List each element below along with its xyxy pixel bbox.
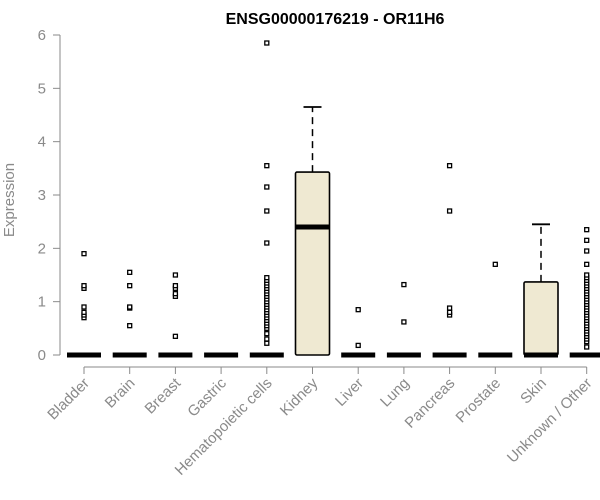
y-tick-label: 2 <box>38 240 46 257</box>
x-tick-label: Bladder <box>44 375 93 424</box>
box-kidney <box>294 106 331 356</box>
outlier-point <box>127 304 133 310</box>
outlier-point <box>264 163 270 169</box>
x-tick-label: Gastric <box>184 374 230 420</box>
outlier-point <box>264 208 270 214</box>
outlier-point <box>264 40 270 46</box>
outlier-point <box>264 340 270 346</box>
outlier-point <box>492 261 498 267</box>
outlier-point <box>127 323 133 329</box>
outlier-point <box>584 272 590 278</box>
outlier-point <box>81 251 87 257</box>
outlier-point <box>127 269 133 275</box>
x-tick-label: Lung <box>377 375 413 411</box>
outlier-point <box>81 304 87 310</box>
outlier-point <box>446 309 453 315</box>
y-tick-label: 0 <box>38 347 46 364</box>
chart-title: ENSG00000176219 - OR11H6 <box>226 11 445 28</box>
box-skin <box>523 223 559 358</box>
box-body <box>294 171 331 356</box>
axes: 0 1 2 3 4 5 6 <box>38 27 588 374</box>
outlier-point <box>355 342 361 349</box>
outlier-point <box>172 291 179 297</box>
outlier-point <box>401 319 407 325</box>
outlier-point <box>81 309 87 315</box>
y-tick-label: 3 <box>38 187 46 204</box>
x-tick-label: Prostate <box>453 375 505 427</box>
x-tick-label: Skin <box>517 375 550 408</box>
outlier-point <box>264 275 270 281</box>
outlier-point <box>446 163 453 169</box>
outlier-point <box>584 344 590 350</box>
y-tick-label: 4 <box>38 134 46 151</box>
outlier-point <box>264 240 270 246</box>
y-tick-label: 6 <box>38 27 46 44</box>
boxes-layer <box>67 106 600 358</box>
outliers-layer <box>81 40 590 350</box>
x-tick-label: Breast <box>142 374 185 417</box>
outlier-point <box>446 305 453 311</box>
outlier-point <box>172 272 179 278</box>
y-tick-label: 1 <box>38 294 46 311</box>
outlier-point <box>446 208 453 214</box>
x-tick-label: Pancreas <box>402 375 459 432</box>
outlier-point <box>81 283 87 289</box>
outlier-point <box>264 184 270 190</box>
outlier-point <box>584 237 590 243</box>
outlier-point <box>264 336 270 342</box>
outlier-point <box>584 261 590 267</box>
y-axis-label: Expression <box>1 163 18 237</box>
outlier-point <box>584 227 590 233</box>
outlier-point <box>355 307 361 313</box>
outlier-point <box>172 283 179 289</box>
x-tick-label: Brain <box>102 375 139 412</box>
y-tick-label: 5 <box>38 80 46 97</box>
outlier-point <box>584 248 590 254</box>
outlier-point <box>264 331 270 337</box>
box-body <box>523 281 559 356</box>
x-tick-label: Kidney <box>277 374 322 419</box>
outlier-point <box>127 283 133 289</box>
outlier-point <box>401 281 407 288</box>
x-tick-label: Liver <box>332 375 367 410</box>
x-tick-label: Unknown / Other <box>504 375 596 467</box>
outlier-point <box>172 333 179 339</box>
